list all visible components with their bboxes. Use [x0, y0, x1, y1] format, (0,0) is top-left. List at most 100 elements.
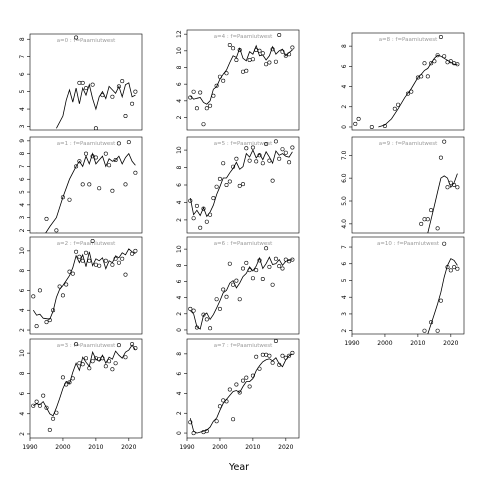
y-tick-label: 6.0 — [341, 173, 348, 183]
y-tick-label: 8 — [19, 269, 26, 273]
data-point — [445, 265, 450, 270]
data-point — [110, 367, 115, 372]
data-point — [188, 420, 193, 425]
data-point — [227, 387, 232, 392]
panel-title: a=2 : f=Paamiutwest — [57, 241, 116, 247]
panel-title: a=7 : f=Paamiutwest — [214, 343, 273, 349]
plot-frame — [29, 136, 143, 234]
data-point — [254, 268, 259, 273]
y-tick-label: 2 — [176, 218, 183, 222]
data-point — [442, 241, 447, 246]
plot-frame — [29, 338, 143, 439]
data-point — [217, 404, 222, 409]
data-point — [130, 251, 135, 256]
data-point — [80, 182, 85, 187]
plot-frame — [29, 33, 143, 131]
y-tick-label: 5 — [341, 278, 348, 282]
data-layer — [188, 339, 295, 436]
data-layer — [188, 139, 295, 230]
data-point — [47, 427, 52, 432]
data-point — [257, 366, 262, 371]
data-point — [80, 362, 85, 367]
y-tick-label: 10 — [176, 245, 183, 253]
panel-a-6: a=6 : f=Paamiutwest 0 2 4 6 8 10 — [176, 236, 300, 335]
data-point — [67, 269, 72, 274]
y-tick-label: 6 — [19, 72, 26, 76]
data-point — [77, 159, 82, 164]
x-tick-label: 2000 — [377, 340, 392, 347]
y-tick-label: 4 — [341, 295, 348, 299]
data-point — [247, 268, 252, 273]
data-point — [191, 216, 196, 221]
y-tick-label: 6 — [19, 288, 26, 292]
data-point — [204, 106, 209, 111]
y-tick-label: 8 — [176, 165, 183, 169]
data-point — [133, 89, 138, 94]
data-point — [429, 208, 434, 213]
data-point — [250, 373, 255, 378]
data-point — [217, 306, 222, 311]
panel-title: a=1 : f=Paamiutwest — [57, 141, 116, 147]
data-point — [90, 239, 95, 244]
data-point — [208, 326, 213, 331]
x-tick-label: 1990 — [344, 340, 359, 347]
data-point — [250, 276, 255, 281]
y-tick-label: 3 — [19, 124, 26, 128]
data-point — [409, 89, 414, 94]
data-point — [250, 145, 255, 150]
data-point — [227, 261, 232, 266]
data-point — [277, 156, 282, 161]
data-point — [438, 298, 443, 303]
data-point — [84, 151, 89, 156]
data-point — [44, 216, 49, 221]
x-tick-label: 2020 — [278, 444, 293, 451]
y-tick-label: 6 — [176, 372, 183, 376]
y-tick-label: 10 — [19, 349, 26, 357]
series-line — [33, 344, 136, 417]
y-tick-label: 4 — [176, 296, 183, 300]
data-point — [208, 103, 213, 108]
data-point — [116, 141, 121, 146]
data-point — [277, 264, 282, 269]
y-tick-label: 3 — [19, 216, 26, 220]
data-layer — [188, 246, 295, 331]
data-point — [422, 217, 427, 222]
data-point — [287, 353, 292, 358]
series-line — [190, 44, 293, 105]
data-point — [120, 256, 125, 261]
data-point — [287, 259, 292, 264]
data-point — [432, 59, 437, 64]
data-point — [273, 139, 278, 144]
data-point — [234, 382, 239, 387]
panel-title: a=4 : f=Paamiutwest — [214, 34, 273, 40]
data-point — [93, 262, 98, 267]
y-tick-label: 2 — [19, 328, 26, 332]
data-point — [273, 339, 278, 343]
data-point — [74, 35, 79, 40]
data-point — [224, 183, 229, 188]
data-point — [51, 416, 56, 421]
data-point — [438, 155, 443, 160]
y-tick-label: 2 — [341, 329, 348, 333]
data-point — [60, 293, 65, 298]
data-point — [93, 126, 98, 130]
y-tick-label: 6 — [176, 279, 183, 283]
y-tick-label: 4 — [176, 391, 183, 395]
data-point — [445, 60, 450, 65]
data-point — [231, 164, 236, 169]
data-point — [382, 124, 387, 129]
data-point — [273, 59, 278, 64]
data-point — [237, 390, 242, 395]
data-point — [267, 264, 272, 269]
plot-frame — [351, 32, 465, 131]
data-point — [224, 71, 229, 76]
data-point — [204, 219, 209, 224]
data-point — [123, 114, 128, 119]
y-tick-label: 8 — [19, 152, 26, 156]
data-layer — [422, 241, 460, 334]
y-tick-label: 6 — [19, 177, 26, 181]
data-point — [77, 80, 82, 85]
data-point — [234, 278, 239, 283]
panel-title: a=9 : f=Paamiutwest — [379, 141, 438, 147]
data-point — [47, 318, 52, 323]
